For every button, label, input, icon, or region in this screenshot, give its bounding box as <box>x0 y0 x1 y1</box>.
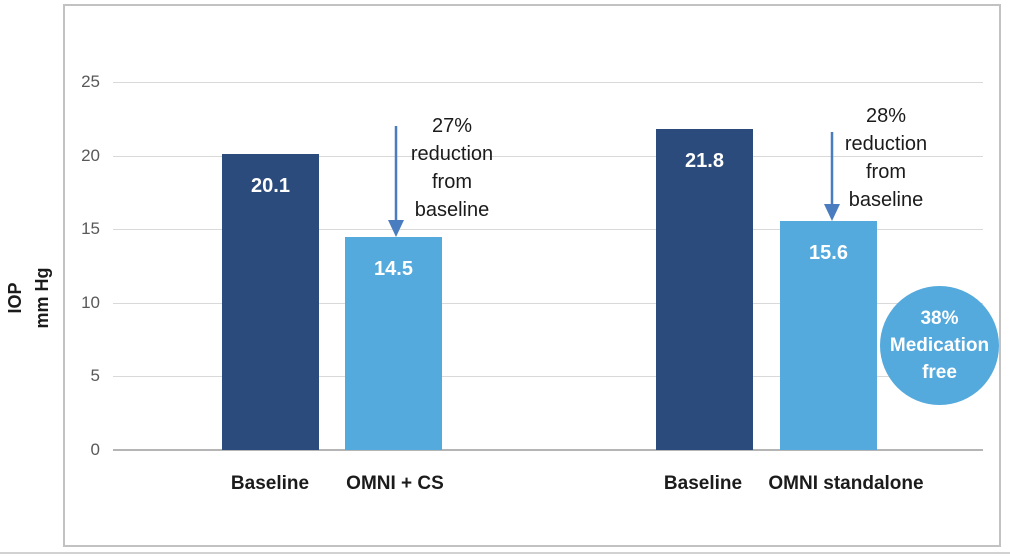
gridline <box>113 302 983 304</box>
y-tick-label: 15 <box>81 219 100 239</box>
gridline <box>113 376 983 378</box>
bar-value-label: 14.5 <box>374 257 413 280</box>
gridline <box>113 82 983 84</box>
y-tick-label: 25 <box>81 72 100 92</box>
x-label-baseline-1: Baseline <box>230 473 310 494</box>
down-arrow-icon <box>388 126 404 237</box>
y-tick-label: 20 <box>81 145 100 165</box>
gridline <box>113 229 983 231</box>
y-tick-label: 10 <box>81 292 100 312</box>
y-axis-title: IOP mm Hg <box>5 267 52 329</box>
x-label-omni-standalone: OMNI standalone <box>768 473 924 494</box>
bar-baseline-omni-cs: 20.1 <box>222 154 319 450</box>
bar-value-label: 20.1 <box>251 175 290 198</box>
medication-free-badge: 38% Medication free <box>880 286 999 405</box>
bar-value-label: 21.8 <box>685 150 724 173</box>
bar-value-label: 15.6 <box>809 241 848 264</box>
y-tick-label: 0 <box>90 440 100 459</box>
annotation-reduction-1: 27% reduction from baseline <box>410 115 494 221</box>
x-axis-line <box>113 449 983 451</box>
bar-baseline-omni-standalone: 21.8 <box>656 129 753 450</box>
x-label-omni-cs: OMNI + CS <box>346 473 444 494</box>
bar-omni-standalone: 15.6 <box>780 220 877 450</box>
page-bottom-rule <box>0 552 1010 554</box>
down-arrow-icon <box>824 132 840 221</box>
bar-omni-cs: 14.5 <box>345 236 442 450</box>
x-label-baseline-2: Baseline <box>663 473 743 494</box>
y-tick-label: 5 <box>90 366 100 386</box>
gridline <box>113 155 983 157</box>
annotation-reduction-2: 28% reduction from baseline <box>844 105 928 211</box>
